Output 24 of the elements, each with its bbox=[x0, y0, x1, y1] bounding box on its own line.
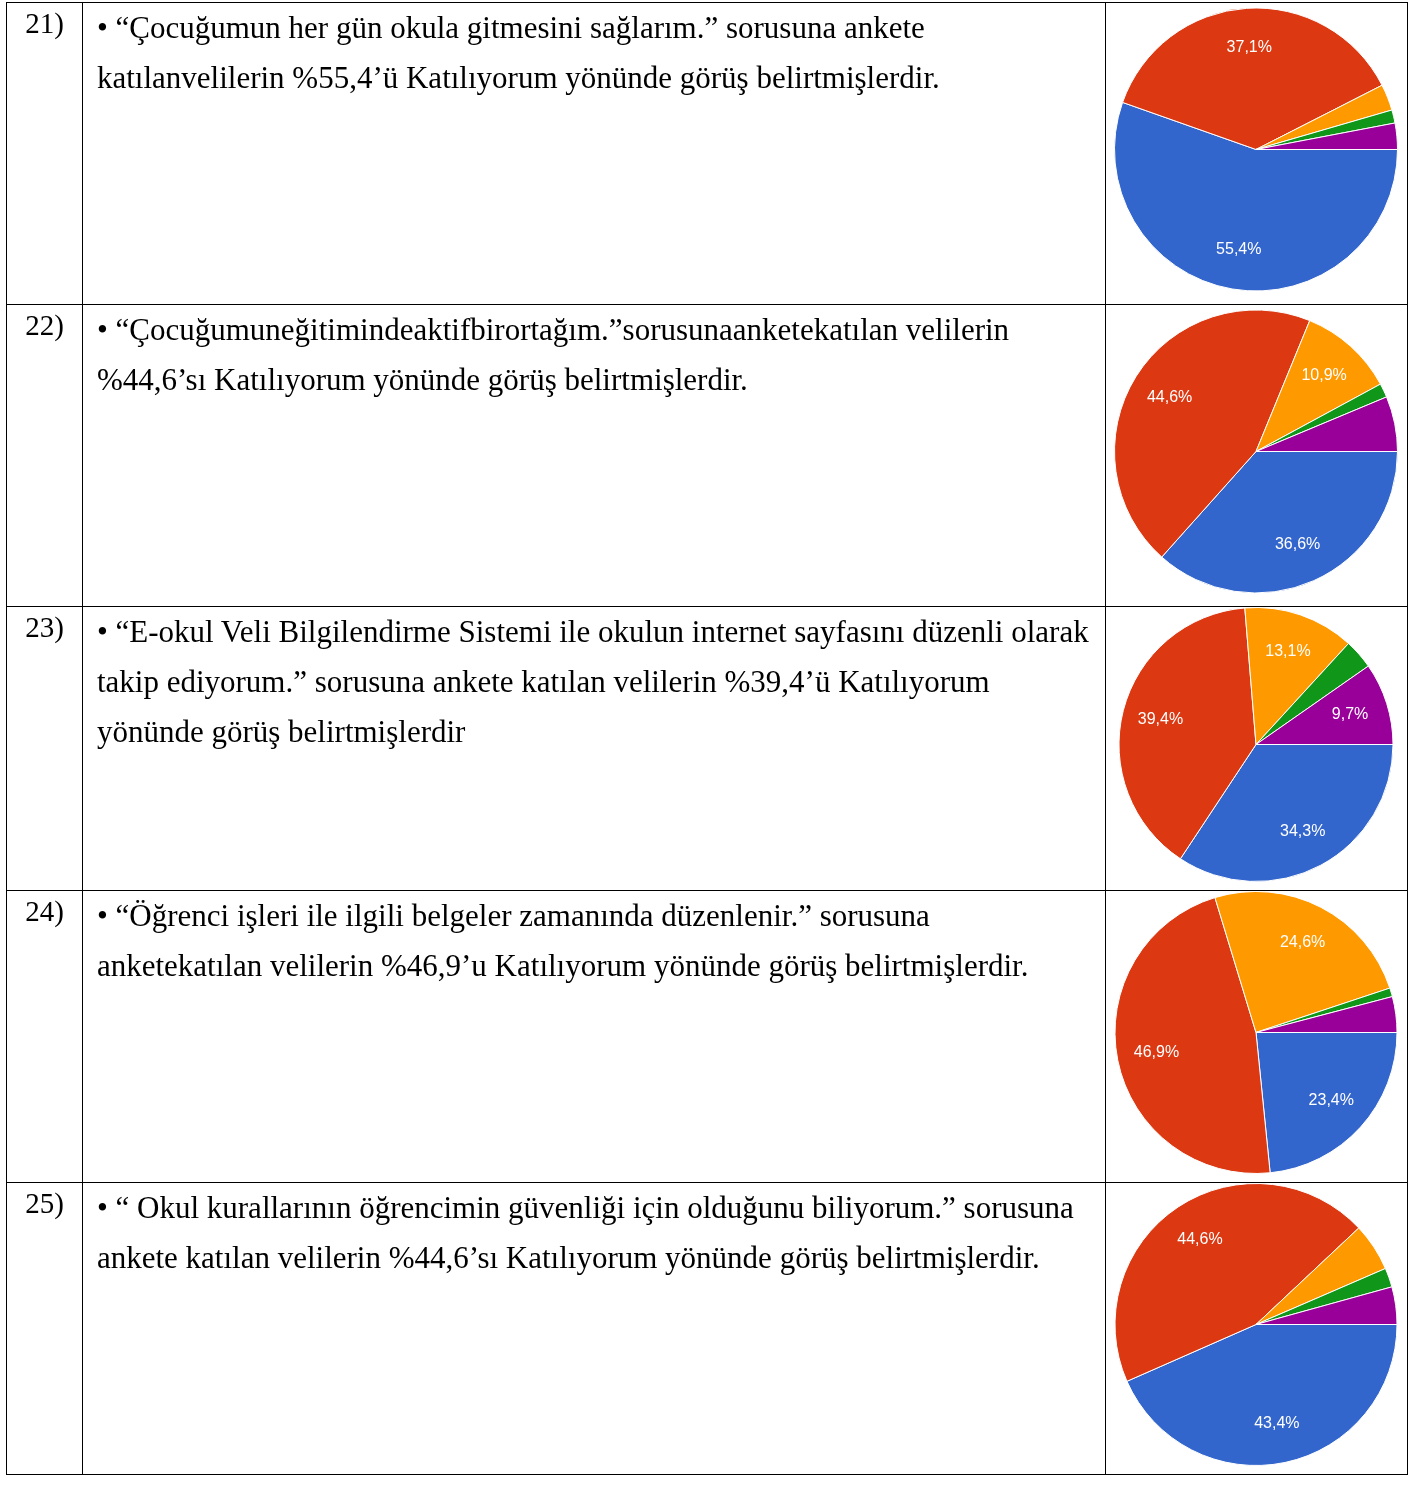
data-label: 46,9% bbox=[1133, 1042, 1180, 1060]
data-label: 23,4% bbox=[1308, 1090, 1355, 1108]
data-label: 24,6% bbox=[1280, 932, 1326, 950]
text: 25) bbox=[7, 1183, 83, 1474]
text: 21) bbox=[7, 3, 83, 304]
data-label: 39,4% bbox=[1137, 710, 1184, 728]
text: • “ Okul kurallarının öğrencimin güvenliği için olduğunu biliyorum.” sorusuna ankete katılan velilerin %44,6’sı Katılıyorum yönünde görüş belirtmişlerdir. bbox=[82, 1183, 1107, 1474]
text: • “Çocuğumun her gün okula gitmesini sağlarım.” sorusuna ankete katılanvelilerin %55,4’ü Katılıyorum yönünde görüş belirtmişlerdir. bbox=[82, 3, 1107, 304]
text: • “Çocuğumuneğitimindeaktifbirortağım.”sorusunaanketekatılan velilerin %44,6’sı Katılıyorum yönünde görüş belirtmişlerdir. bbox=[82, 305, 1107, 606]
data-label: 44,6% bbox=[1147, 387, 1193, 405]
text: 24) bbox=[7, 891, 83, 1182]
data-label: 43,4% bbox=[1254, 1414, 1300, 1432]
text: • “Öğrenci işleri ile ilgili belgeler zamanında düzenlenir.” sorusuna anketekatılan velilerin %46,9’u Katılıyorum yönünde görüş belirtmişlerdir. bbox=[82, 891, 1107, 1182]
text: 22) bbox=[7, 305, 83, 606]
text: 23) bbox=[7, 607, 83, 890]
data-label: 34,3% bbox=[1280, 821, 1326, 839]
data-label: 37,1% bbox=[1226, 38, 1273, 56]
data-label: 44,6% bbox=[1177, 1230, 1223, 1248]
data-label: 10,9% bbox=[1301, 366, 1347, 384]
text: • “E-okul Veli Bilgilendirme Sistemi ile okulun internet sayfasını düzenli olarak takip ediyorum.” sorusuna ankete katılan velilerin %39,4’ü Katılıyorum yönünde görüş belirtmişlerdir bbox=[82, 607, 1107, 890]
data-label: 13,1% bbox=[1265, 641, 1311, 659]
data-label: 55,4% bbox=[1216, 240, 1262, 258]
data-label: 9,7% bbox=[1332, 705, 1369, 723]
data-label: 36,6% bbox=[1275, 534, 1321, 552]
